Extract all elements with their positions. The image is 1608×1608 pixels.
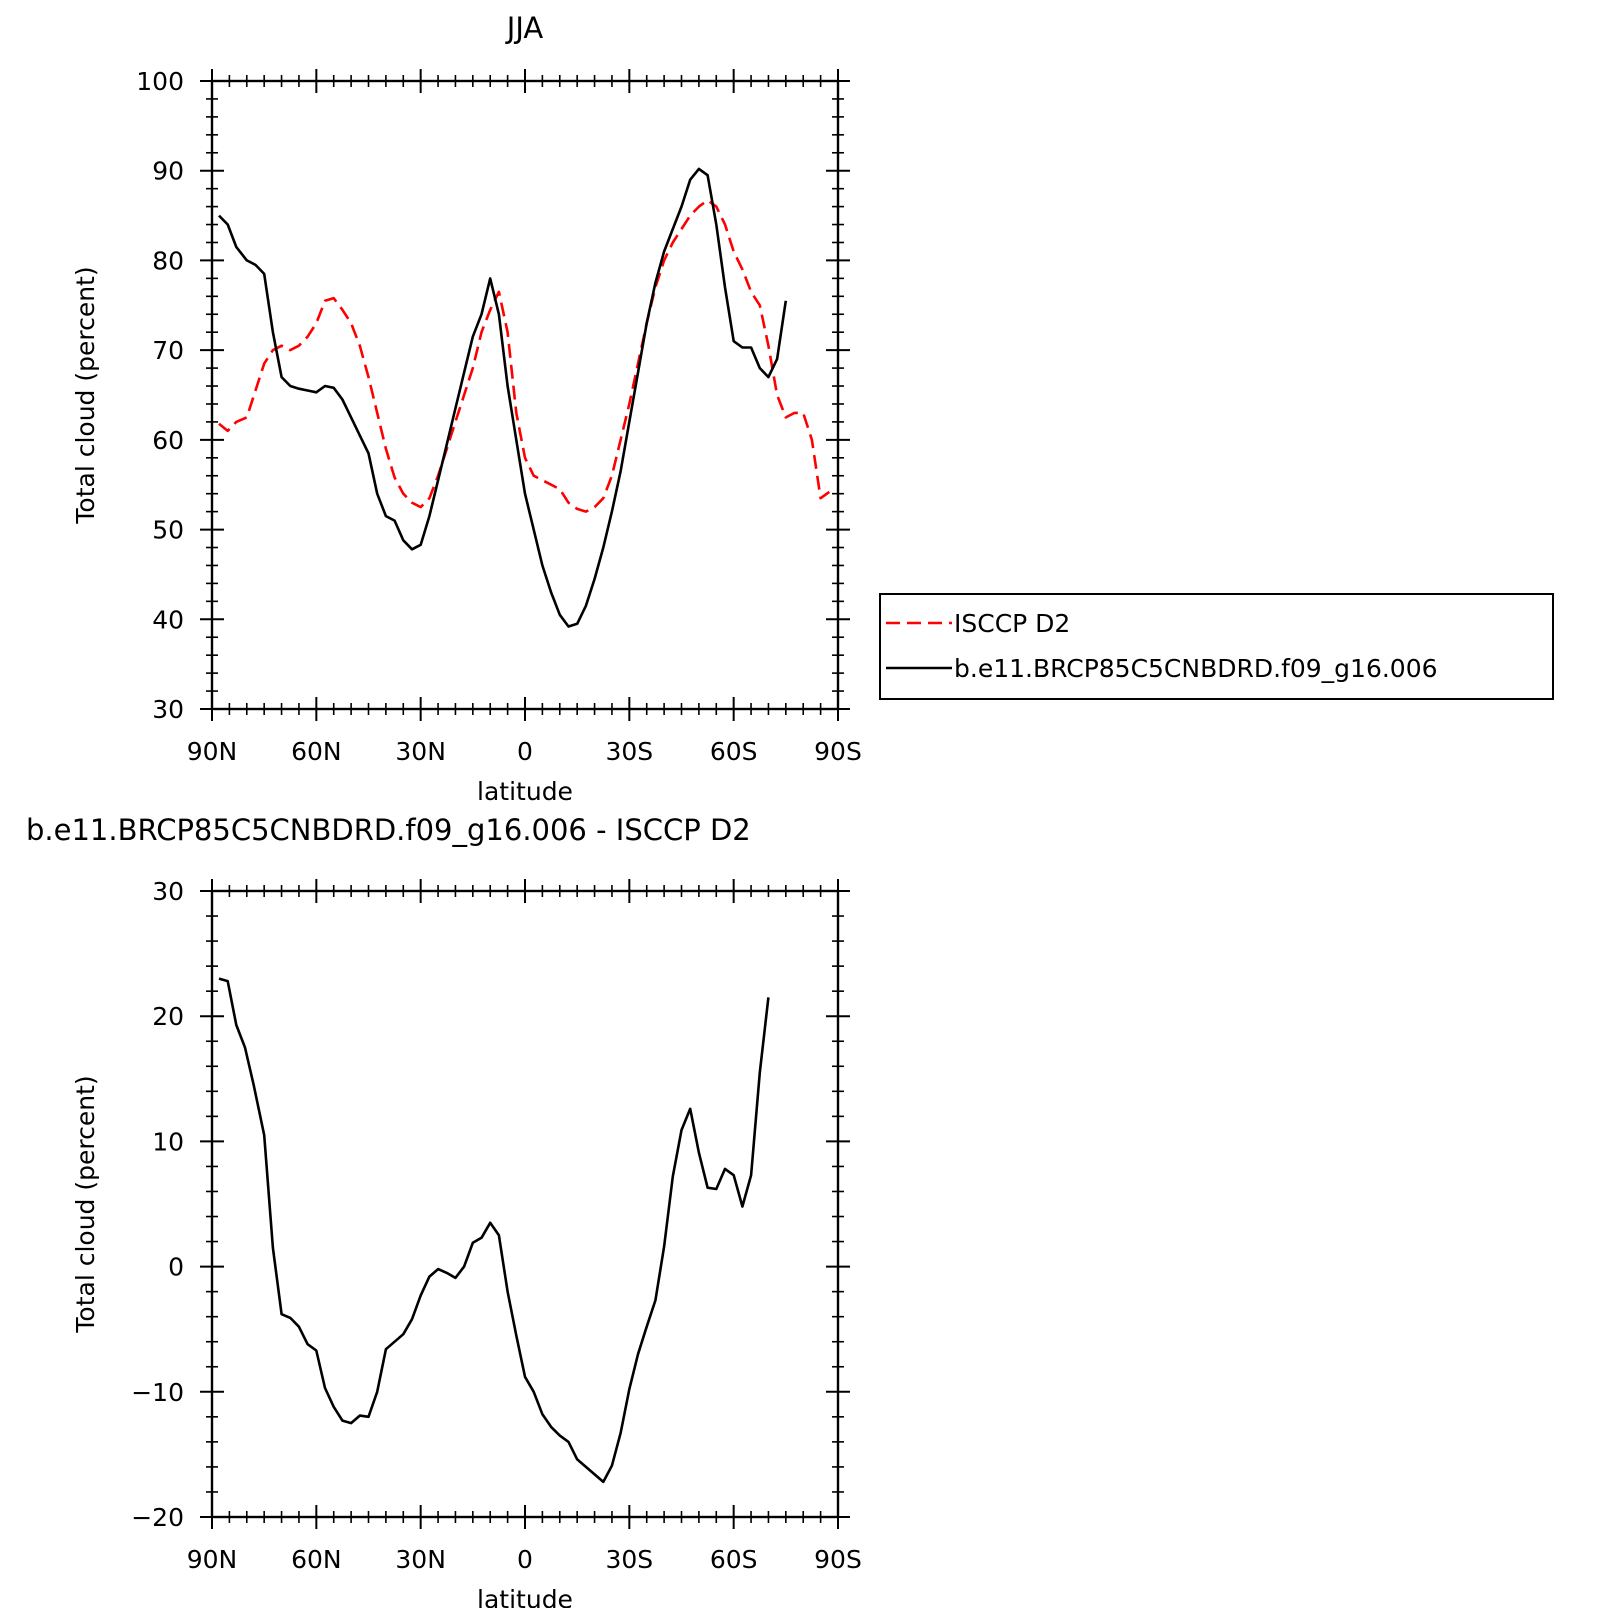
x-tick-label: 90S xyxy=(814,737,862,766)
x-tick-label: 30N xyxy=(395,737,446,766)
x-axis-label: latitude xyxy=(477,1585,573,1608)
x-tick-label: 30S xyxy=(605,737,653,766)
top-plot: 30 40 50 60 70 80 90 100 90N 60N 30N 0 30S 60S 90S lati… xyxy=(71,11,1554,806)
chart-title: JJA xyxy=(505,11,544,45)
x-tick-label: 0 xyxy=(517,737,533,766)
x-tick-label: 90S xyxy=(814,1545,862,1574)
x-tick-label: 0 xyxy=(517,1545,533,1574)
legend-box xyxy=(879,593,1554,700)
x-axis-label: latitude xyxy=(477,777,573,806)
series-line-0 xyxy=(218,199,831,513)
y-axis-label: Total cloud (percent) xyxy=(71,266,100,524)
y-tick-label: 40 xyxy=(152,605,184,634)
y-tick-label: 70 xyxy=(152,336,184,365)
x-tick-label: 90N xyxy=(187,737,238,766)
x-tick-label: 30N xyxy=(395,1545,446,1574)
bottom-plot: −20 −10 0 10 20 30 90N 60N 30N 0 30S 60S 90S latitude… xyxy=(26,813,862,1608)
legend: ISCCP D2 b.e11.BRCP85C5CNBDRD.f09_g16.006 xyxy=(879,593,1554,700)
legend-entry-0: ISCCP D2 xyxy=(954,609,1070,638)
y-tick-label: 30 xyxy=(152,695,184,724)
y-tick-label: 0 xyxy=(168,1253,184,1282)
plot-frame xyxy=(210,79,840,711)
x-tick-label: 30S xyxy=(605,1545,653,1574)
series-line-0 xyxy=(218,977,770,1484)
y-tick-label: 80 xyxy=(152,246,184,275)
x-tick-label: 90N xyxy=(187,1545,238,1574)
y-tick-label: −20 xyxy=(131,1503,184,1532)
y-tick-label: −10 xyxy=(131,1378,184,1407)
x-tick-label: 60N xyxy=(291,1545,342,1574)
chart-title: b.e11.BRCP85C5CNBDRD.f09_g16.006 - ISCCP… xyxy=(26,813,751,847)
y-tick-label: 50 xyxy=(152,516,184,545)
y-tick-label: 30 xyxy=(152,877,184,906)
x-tick-label: 60S xyxy=(710,1545,758,1574)
x-tick-label: 60S xyxy=(710,737,758,766)
y-tick-label: 10 xyxy=(152,1127,184,1156)
y-tick-label: 90 xyxy=(152,157,184,186)
y-tick-label: 60 xyxy=(152,426,184,455)
x-tick-label: 60N xyxy=(291,737,342,766)
series-line-1 xyxy=(218,167,788,628)
y-tick-label: 100 xyxy=(136,67,184,96)
y-tick-label: 20 xyxy=(152,1002,184,1031)
legend-entry-1: b.e11.BRCP85C5CNBDRD.f09_g16.006 xyxy=(954,654,1438,683)
y-axis-label: Total cloud (percent) xyxy=(71,1075,100,1333)
